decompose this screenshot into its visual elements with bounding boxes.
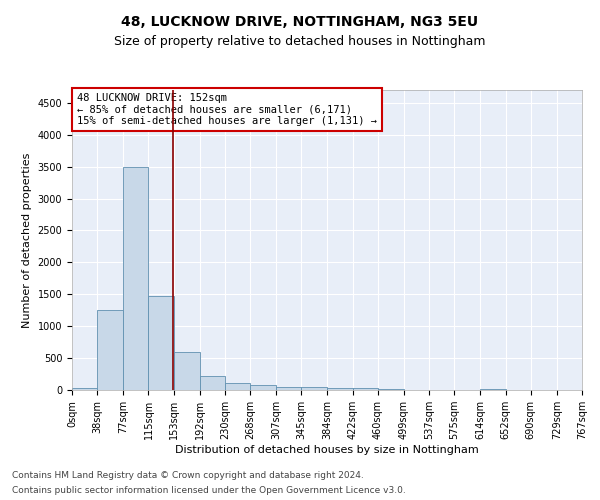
Bar xyxy=(97,310,123,390)
Text: Contains public sector information licensed under the Open Government Licence v3: Contains public sector information licen… xyxy=(12,486,406,495)
Bar xyxy=(200,376,225,390)
Bar xyxy=(328,388,353,390)
Bar xyxy=(72,388,97,390)
Text: Contains HM Land Registry data © Crown copyright and database right 2024.: Contains HM Land Registry data © Crown c… xyxy=(12,471,364,480)
Bar xyxy=(276,387,301,390)
Bar xyxy=(301,388,328,390)
Text: 48, LUCKNOW DRIVE, NOTTINGHAM, NG3 5EU: 48, LUCKNOW DRIVE, NOTTINGHAM, NG3 5EU xyxy=(121,15,479,29)
Bar xyxy=(123,166,148,390)
Bar xyxy=(353,388,378,390)
X-axis label: Distribution of detached houses by size in Nottingham: Distribution of detached houses by size … xyxy=(175,445,479,455)
Text: 48 LUCKNOW DRIVE: 152sqm
← 85% of detached houses are smaller (6,171)
15% of sem: 48 LUCKNOW DRIVE: 152sqm ← 85% of detach… xyxy=(77,93,377,126)
Bar xyxy=(250,385,276,390)
Bar xyxy=(225,384,250,390)
Text: Size of property relative to detached houses in Nottingham: Size of property relative to detached ho… xyxy=(114,35,486,48)
Bar xyxy=(174,352,200,390)
Bar xyxy=(148,296,174,390)
Y-axis label: Number of detached properties: Number of detached properties xyxy=(22,152,32,328)
